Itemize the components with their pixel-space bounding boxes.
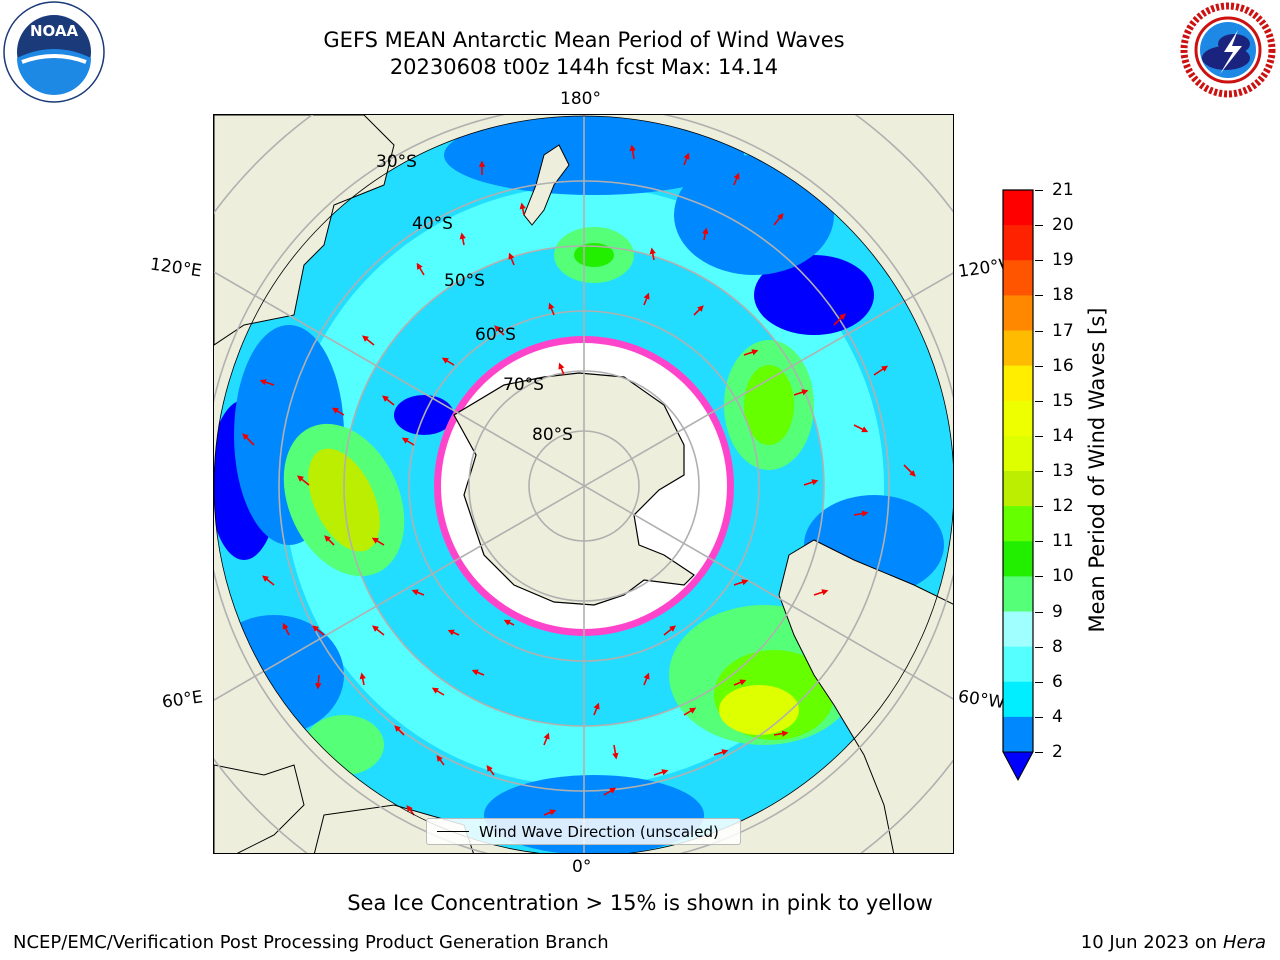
colorbar-swatch — [1003, 471, 1033, 507]
footer-date-text: 10 Jun 2023 on — [1080, 932, 1218, 953]
footer-machine: Hera — [1222, 932, 1266, 953]
colorbar-tick-label: 6 — [1052, 671, 1063, 692]
noaa-logo-text: NOAA — [30, 22, 79, 40]
lat-label-50s: 50°S — [444, 271, 485, 291]
colorbar-tick-label: 17 — [1052, 320, 1074, 341]
colorbar-tick-mark — [1035, 435, 1043, 437]
colorbar-tick-mark — [1035, 471, 1043, 472]
lat-label-40s: 40°S — [412, 214, 453, 234]
colorbar-tick-mark — [1035, 225, 1043, 227]
colorbar-tick-mark — [1035, 506, 1043, 508]
colorbar-tick-mark — [1035, 681, 1043, 683]
colorbar-tick-mark — [1035, 576, 1043, 578]
colorbar-tick-mark — [1035, 365, 1043, 367]
colorbar-tick-label: 12 — [1052, 496, 1074, 517]
colorbar-tick-label: 18 — [1052, 285, 1074, 306]
colorbar-swatch — [1003, 400, 1033, 437]
colorbar-tick-label: 13 — [1052, 461, 1074, 481]
legend-line-sample — [437, 831, 469, 832]
colorbar-tick-mark — [1035, 752, 1043, 753]
colorbar-tick-label: 8 — [1052, 636, 1063, 657]
colorbar-tick-label: 15 — [1052, 390, 1074, 411]
map-canvas — [214, 115, 953, 853]
colorbar-swatch — [1003, 225, 1033, 261]
lat-label-80s: 80°S — [532, 425, 573, 445]
colorbar-tick-label: 19 — [1052, 250, 1074, 271]
colorbar-swatch — [1003, 295, 1033, 331]
colorbar-swatch — [1003, 365, 1033, 402]
sea-ice-caption: Sea Ice Concentration > 15% is shown in … — [347, 891, 933, 915]
colorbar-tick-mark — [1035, 611, 1043, 613]
colorbar-swatch — [1003, 506, 1033, 542]
colorbar-swatch — [1003, 330, 1033, 367]
colorbar-tick-mark — [1035, 260, 1043, 262]
noaa-logo: NOAA — [2, 0, 106, 104]
colorbar-tick-label: 2 — [1052, 742, 1063, 762]
colorbar — [1001, 186, 1035, 782]
colorbar-swatch — [1003, 260, 1033, 296]
lon-label-60w: 60°W — [956, 686, 1007, 714]
footer-date: 10 Jun 2023 on Hera — [1081, 932, 1266, 953]
polar-map — [213, 114, 954, 854]
wind-wave-arrows — [242, 144, 916, 816]
colorbar-swatch — [1003, 576, 1033, 612]
chart-title: GEFS MEAN Antarctic Mean Period of Wind … — [323, 28, 845, 52]
colorbar-swatch — [1003, 190, 1033, 226]
legend-label: Wind Wave Direction (unscaled) — [479, 822, 719, 841]
colorbar-swatch — [1003, 435, 1033, 472]
lat-label-60s: 60°S — [475, 325, 516, 345]
map-legend: Wind Wave Direction (unscaled) — [426, 818, 741, 845]
lon-label-180: 180° — [560, 89, 601, 109]
new-zealand — [523, 144, 570, 226]
chart-subtitle: 20230608 t00z 144h fcst Max: 14.14 — [389, 55, 779, 79]
colorbar-tick-label: 14 — [1052, 425, 1074, 446]
colorbar-tick-mark — [1035, 295, 1043, 297]
lat-label-30s: 30°S — [376, 152, 417, 172]
colorbar-swatches — [1002, 189, 1034, 782]
colorbar-tick-label: 10 — [1052, 566, 1074, 587]
lon-label-60e: 60°E — [160, 687, 205, 713]
colorbar-swatch — [1003, 541, 1033, 577]
colorbar-swatch — [1003, 611, 1033, 648]
nws-logo — [1178, 0, 1278, 100]
colorbar-tick-mark — [1035, 716, 1043, 718]
colorbar-swatch — [1003, 681, 1033, 718]
footer-branch: NCEP/EMC/Verification Post Processing Pr… — [13, 932, 609, 953]
colorbar-tick-label: 4 — [1052, 706, 1063, 727]
colorbar-swatch — [1003, 646, 1033, 683]
colorbar-tick-mark — [1035, 646, 1043, 648]
colorbar-swatch — [1003, 716, 1033, 753]
lat-label-70s: 70°S — [503, 375, 544, 395]
colorbar-tick-label: 16 — [1052, 355, 1074, 376]
colorbar-label: Mean Period of Wind Waves [s] — [1085, 307, 1109, 633]
antarctica — [453, 372, 695, 606]
colorbar-tick-mark — [1035, 400, 1043, 402]
colorbar-tick-label: 20 — [1052, 215, 1074, 236]
graticule — [214, 115, 953, 853]
colorbar-tick-label: 9 — [1052, 601, 1063, 622]
lon-label-0: 0° — [572, 857, 592, 877]
colorbar-tick-mark — [1035, 190, 1043, 191]
lon-label-120e: 120°E — [148, 254, 203, 282]
colorbar-tick-label: 11 — [1052, 531, 1074, 552]
colorbar-tick-label: 21 — [1052, 180, 1074, 200]
colorbar-tick-mark — [1035, 330, 1043, 332]
colorbar-tick-mark — [1035, 541, 1043, 543]
colorbar-extension — [1002, 751, 1034, 782]
